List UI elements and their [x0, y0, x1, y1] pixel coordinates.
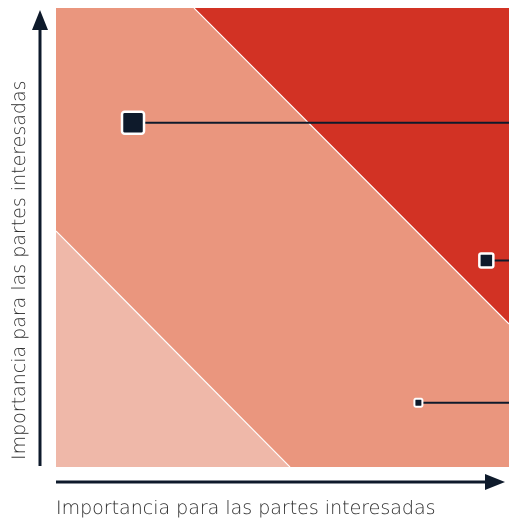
data-points [120, 110, 509, 408]
y-axis [32, 10, 48, 466]
point-marker-2 [478, 252, 495, 269]
zone-border-low [55, 230, 291, 468]
y-axis-arrow-icon [32, 10, 48, 30]
x-axis-label: Importancia para las partes interesadas [56, 497, 436, 519]
x-axis [56, 474, 505, 490]
point-marker-3 [413, 397, 424, 408]
point-marker-1 [120, 110, 146, 135]
x-axis-arrow-icon [485, 474, 505, 490]
data-point-3 [413, 397, 509, 408]
zones [55, 7, 509, 468]
zone-border-high [193, 7, 509, 325]
data-point-1 [120, 110, 509, 135]
y-axis-label: Importancia para las partes interesadas [8, 81, 30, 461]
data-point-2 [478, 252, 509, 269]
